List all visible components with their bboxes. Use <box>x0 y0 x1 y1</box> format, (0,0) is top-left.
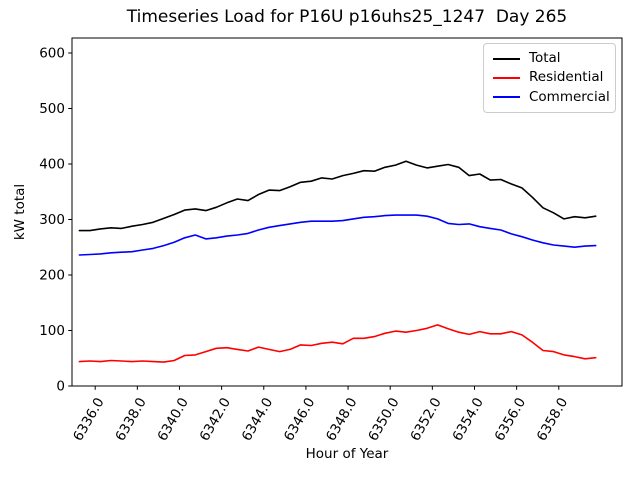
x-tick-label: 6338.0 <box>112 395 149 444</box>
y-tick-label: 300 <box>39 212 65 228</box>
y-axis-label: kW total <box>12 183 28 241</box>
y-tick-label: 500 <box>39 101 65 117</box>
series-line-residential <box>78 324 597 363</box>
x-tick-label: 6346.0 <box>281 395 318 444</box>
x-tick-label: 6344.0 <box>239 395 276 444</box>
legend: Total Residential Commercial <box>483 43 616 113</box>
x-tick-label: 6358.0 <box>534 395 571 444</box>
series-line-total <box>78 160 597 232</box>
x-tick-label: 6336.0 <box>70 395 107 444</box>
legend-item-residential: Residential <box>493 71 606 85</box>
legend-item-total: Total <box>493 50 606 66</box>
legend-label-commercial: Commercial <box>529 88 610 105</box>
y-tick-label: 400 <box>39 157 65 173</box>
x-tick-label: 6340.0 <box>154 395 191 444</box>
legend-line-sample-total <box>493 57 520 60</box>
legend-label-residential: Residential <box>529 69 604 86</box>
x-axis-label: Hour of Year <box>305 446 389 462</box>
series-line-commercial <box>78 214 597 256</box>
chart-title: Timeseries Load for P16U p16uhs25_1247 D… <box>126 7 568 27</box>
y-tick-label: 100 <box>39 323 65 339</box>
x-tick-label: 6354.0 <box>449 395 486 444</box>
legend-line-sample-commercial <box>493 96 520 99</box>
legend-line-sample-residential <box>493 77 520 79</box>
x-tick-label: 6348.0 <box>323 395 360 444</box>
x-tick-label: 6342.0 <box>197 395 234 444</box>
x-tick-label: 6350.0 <box>365 395 402 444</box>
legend-item-commercial: Commercial <box>493 90 610 105</box>
y-tick-label: 600 <box>39 46 65 62</box>
legend-label-total: Total <box>529 50 561 66</box>
axes-spines <box>71 37 623 387</box>
x-tick-label: 6352.0 <box>407 395 444 444</box>
y-tick-label: 200 <box>39 268 65 284</box>
x-tick-label: 6356.0 <box>492 395 529 444</box>
y-tick-label: 0 <box>56 379 65 395</box>
